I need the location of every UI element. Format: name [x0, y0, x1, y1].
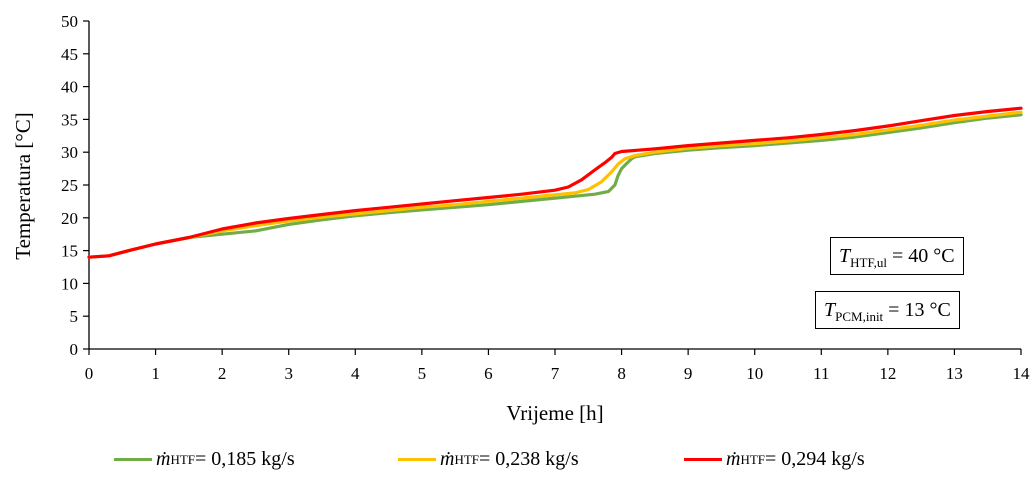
legend-item-0238: ṁ HTF = 0,238 kg/s [398, 448, 579, 471]
y-tick-label: 40 [61, 78, 78, 97]
annotation-subscript: HTF,ul [850, 255, 888, 270]
legend: ṁ HTF = 0,185 kg/s ṁ HTF = 0,238 kg/s ṁ HTF… [0, 448, 1032, 488]
y-axis-label: Temperatura [°C] [11, 112, 35, 259]
legend-item-0294: ṁ HTF = 0,294 kg/s [684, 448, 865, 471]
x-tick-label: 8 [617, 364, 626, 383]
x-tick-label: 1 [151, 364, 160, 383]
series-line-2 [87, 106, 1023, 259]
legend-swatch-red [684, 458, 722, 461]
annotation-htf-inlet-temp: THTF,ul = 40 °C [830, 237, 964, 275]
x-tick-label: 13 [946, 364, 963, 383]
y-tick-label: 20 [61, 209, 78, 228]
y-tick-label: 30 [61, 143, 78, 162]
x-axis-label: Vrijeme [h] [506, 401, 603, 425]
x-tick-label: 7 [551, 364, 560, 383]
y-tick-label: 15 [61, 242, 78, 261]
annotation-pcm-initial-temp: TPCM,init = 13 °C [815, 291, 960, 329]
y-tick-label: 45 [61, 45, 78, 64]
legend-swatch-yellow [398, 458, 436, 461]
legend-subscript: HTF [170, 451, 196, 467]
annotation-text: = 13 °C [883, 299, 951, 321]
legend-text: = 0,294 kg/s [765, 448, 865, 470]
legend-swatch-green [114, 458, 152, 461]
y-tick-label: 5 [70, 307, 79, 326]
x-tick-label: 0 [85, 364, 94, 383]
x-tick-label: 11 [813, 364, 829, 383]
x-tick-label: 6 [484, 364, 493, 383]
y-tick-label: 10 [61, 274, 78, 293]
x-tick-label: 14 [1013, 364, 1031, 383]
legend-text: = 0,238 kg/s [479, 448, 579, 470]
series-line-1 [87, 110, 1023, 259]
legend-subscript: HTF [740, 451, 766, 467]
x-tick-label: 12 [879, 364, 896, 383]
series-line-0 [87, 113, 1023, 259]
legend-symbol: ṁ [156, 448, 171, 470]
x-tick-label: 3 [284, 364, 293, 383]
y-tick-label: 50 [61, 12, 78, 31]
y-tick-label: 35 [61, 110, 78, 129]
plot-lines [87, 106, 1023, 259]
legend-text: = 0,185 kg/s [195, 448, 295, 470]
x-tick-label: 10 [746, 364, 763, 383]
x-tick-label: 2 [218, 364, 227, 383]
x-tick-label: 4 [351, 364, 360, 383]
annotation-text: = 40 °C [887, 245, 955, 267]
annotation-subscript: PCM,init [835, 309, 884, 324]
legend-item-0185: ṁ HTF = 0,185 kg/s [114, 448, 295, 471]
annotation-symbol: T [839, 245, 851, 267]
legend-symbol: ṁ [440, 448, 455, 470]
x-tick-label: 5 [418, 364, 427, 383]
y-tick-label: 25 [61, 176, 78, 195]
y-tick-label: 0 [70, 340, 79, 359]
legend-subscript: HTF [454, 451, 480, 467]
legend-symbol: ṁ [726, 448, 741, 470]
x-tick-label: 9 [684, 364, 693, 383]
annotation-symbol: T [824, 299, 836, 321]
